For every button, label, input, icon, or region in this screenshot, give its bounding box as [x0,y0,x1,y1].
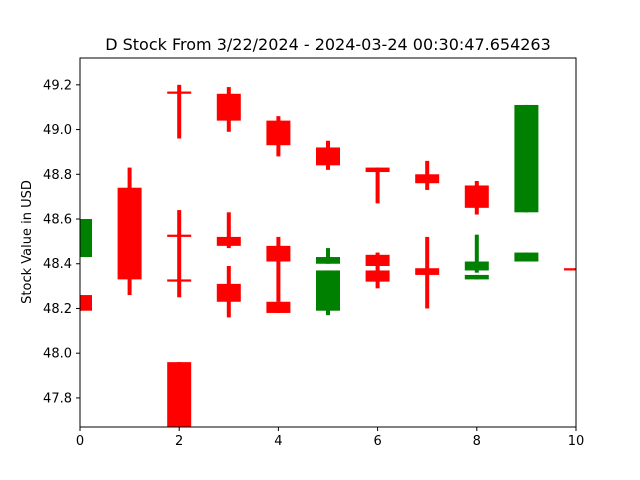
candle-body-20 [415,268,440,275]
x-tick-label: 6 [373,434,381,449]
y-tick-label: 48.8 [43,168,72,183]
chart-title: D Stock From 3/22/2024 - 2024-03-24 00:3… [105,35,551,54]
candle-wick-8 [226,212,231,249]
y-tick-label: 48.2 [43,302,72,317]
y-axis: 47.8 48.0 48.2 48.4 48.6 48.8 49.0 49.2 [43,78,80,406]
candle-body-24 [514,104,539,213]
candle-body-26 [564,268,576,271]
y-tick-label: 48.6 [43,213,72,228]
y-tick-label: 49.0 [43,123,72,138]
plot-frame [79,57,577,428]
y-tick-label: 48.4 [43,257,72,272]
candle-body-12 [266,301,291,313]
x-tick-label: 8 [473,434,481,449]
candle-body-3 [167,279,192,282]
candle-wick-16 [375,167,380,204]
candle-body-17 [365,254,390,266]
candle-body-13 [316,147,340,166]
x-tick-label: 2 [175,434,183,449]
candle-wick-22 [474,234,479,273]
candle-wick-3 [177,210,182,298]
candle-body-22 [464,261,489,271]
x-axis: 0 2 4 6 8 10 [76,427,584,449]
candle-body-0 [80,219,92,258]
candle-body-9 [216,283,241,302]
candle-body-18 [365,270,390,282]
candle-body-16 [365,167,390,173]
candle-body-5 [167,91,192,94]
x-tick-label: 0 [76,434,84,449]
x-tick-label: 10 [568,434,585,449]
candle-body-8 [216,236,241,246]
candle-body-25 [514,252,539,262]
candle-body-1 [80,295,92,311]
candle-body-4 [167,234,192,237]
candle-wick-5 [177,84,182,139]
candle-body-14 [316,257,340,264]
candle-wick-14 [326,248,330,264]
x-tick-label: 4 [274,434,282,449]
y-tick-label: 48.0 [43,347,72,362]
candle-body-10 [266,120,291,146]
y-tick-label: 49.2 [43,78,72,93]
y-tick-label: 47.8 [43,391,72,406]
candle-body-19 [415,174,440,184]
candle-body-2 [117,187,142,280]
candle-body-23 [464,274,489,280]
candle-body-21 [464,185,489,208]
y-axis-label: Stock Value in USD [20,180,35,304]
candle-body-11 [266,245,291,262]
candle-body-7 [216,93,241,121]
candle-body-6 [167,362,192,427]
candle-body-15 [316,270,340,311]
candles-group [80,84,576,427]
candle-wick-11 [276,236,281,302]
